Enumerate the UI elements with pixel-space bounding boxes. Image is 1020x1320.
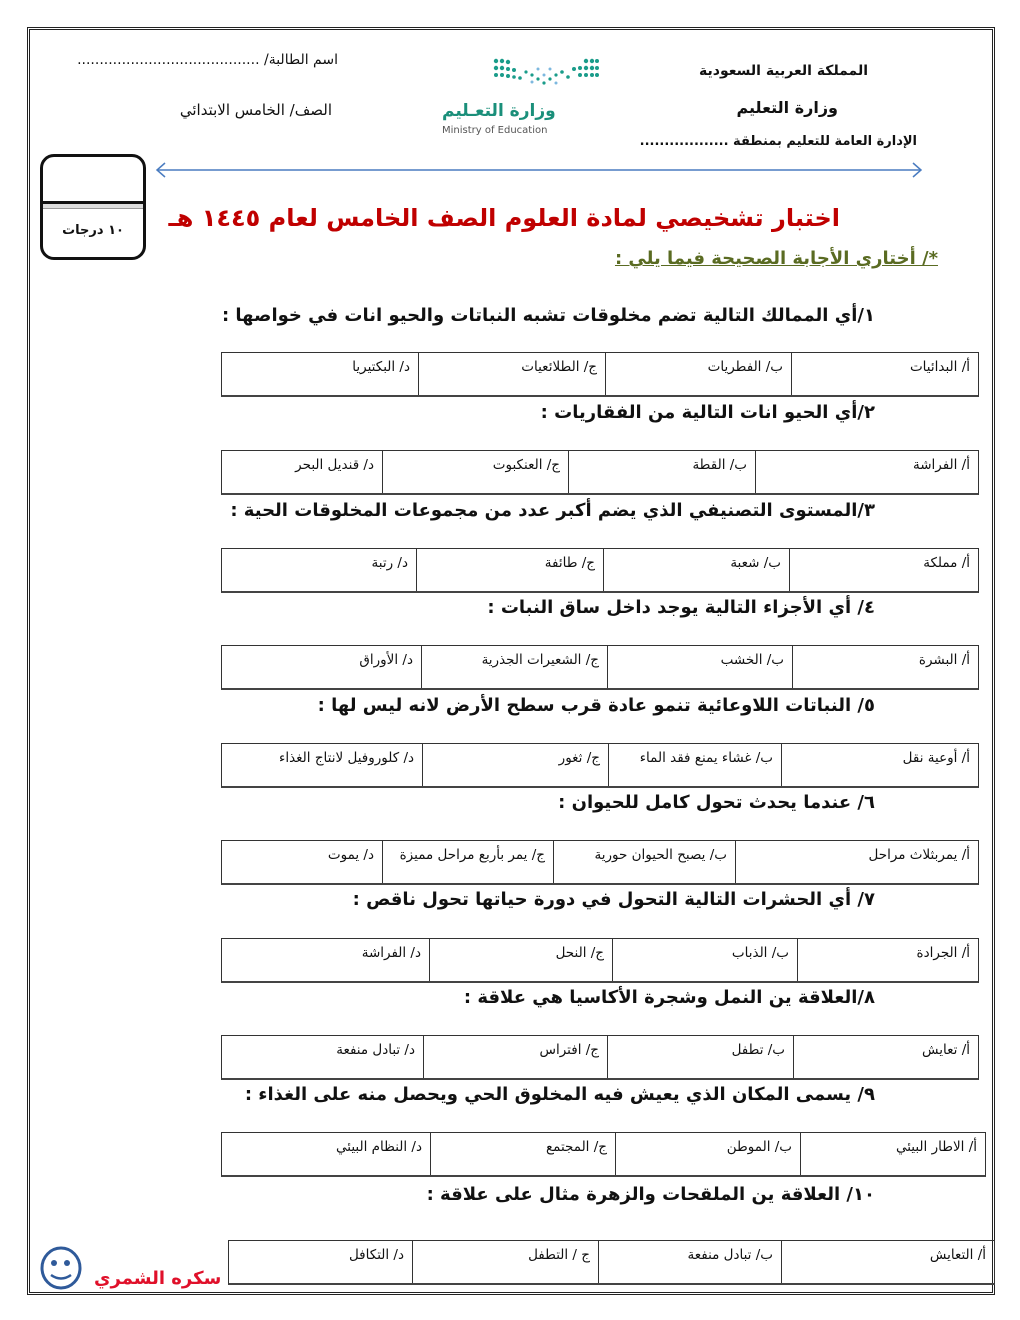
option-c[interactable]: ج/ افتراس bbox=[423, 1036, 607, 1078]
option-d[interactable]: د/ الأوراق bbox=[359, 652, 413, 668]
option-d[interactable]: د/ كلوروفيل لانتاج الغذاء bbox=[278, 750, 414, 766]
option-d[interactable]: د/ رتبة bbox=[371, 555, 408, 571]
option-a[interactable]: أ/ الفراشة bbox=[755, 451, 978, 493]
country-label: المملكة العربية السعودية bbox=[699, 63, 868, 79]
question-3-text: ٣/المستوى التصنيفي الذي يضم أكبر عدد من … bbox=[230, 500, 875, 521]
option-d[interactable]: د/ الفراشة bbox=[361, 945, 421, 961]
ministry-logo-icon bbox=[493, 58, 599, 85]
question-2-text: ٢/أي الحيو انات التالية من الفقاريات : bbox=[540, 402, 875, 423]
option-c[interactable]: ج/ الشعيرات الجذرية bbox=[421, 646, 607, 688]
option-a[interactable]: أ/ التعايش bbox=[781, 1241, 994, 1283]
logo-text-arabic: وزارة التعـليم bbox=[442, 101, 556, 121]
question-6-options: أ/ يمربثلاث مراحل ب/ يصبح الحيوان حورية ج/… bbox=[221, 840, 979, 885]
option-a[interactable]: أ/ الجرادة bbox=[797, 939, 978, 981]
question-10-options: أ/ التعايش ب/ تبادل منفعة ج / التطفل د/ الت… bbox=[228, 1240, 995, 1285]
score-box: ١٠ درجات bbox=[40, 154, 146, 260]
question-5-text: ٥/ النباتات اللاوعائية تنمو عادة قرب سطح… bbox=[317, 695, 875, 716]
option-b[interactable]: ب/ غشاء يمنع فقد الماء bbox=[608, 744, 781, 786]
option-c[interactable]: ج/ ثغور bbox=[422, 744, 608, 786]
option-b[interactable]: ب/ الذباب bbox=[612, 939, 797, 981]
question-1-options: أ/ البدائيات ب/ الفطريات ج/ الطلائعيات د/ ا… bbox=[221, 352, 979, 397]
option-c[interactable]: ج / التطفل bbox=[412, 1241, 598, 1283]
option-b[interactable]: ب/ الخشب bbox=[607, 646, 792, 688]
page-border bbox=[27, 27, 995, 1295]
question-6-text: ٦/ عندما يحدث تحول كامل للحيوان : bbox=[558, 792, 875, 813]
option-d[interactable]: د/ البكتيريا bbox=[352, 359, 410, 375]
option-b[interactable]: ب/ شعبة bbox=[603, 549, 789, 591]
grade-label: الصف/ الخامس الابتدائي bbox=[179, 101, 332, 119]
option-a[interactable]: أ/ مملكة bbox=[789, 549, 978, 591]
score-label: ١٠ درجات bbox=[62, 223, 124, 238]
question-8-text: ٨/العلاقة ين النمل وشجرة الأكاسيا هي علا… bbox=[463, 987, 875, 1008]
question-4-text: ٤/ أي الأجزاء التالية يوجد داخل ساق النب… bbox=[487, 597, 875, 618]
student-name-field[interactable]: اسم الطالبة/ ...........................… bbox=[77, 52, 338, 68]
instruction: */ أختاري الأجابة الصحيحة فيما يلي : bbox=[614, 248, 938, 269]
option-b[interactable]: ب/ يصبح الحيوان حورية bbox=[553, 841, 735, 883]
option-c[interactable]: ج/ المجتمع bbox=[430, 1133, 615, 1175]
smiley-icon bbox=[40, 1246, 82, 1290]
option-b[interactable]: ب/ تطفل bbox=[607, 1036, 793, 1078]
question-10-text: ١٠/ العلاقة ين الملقحات والزهرة مثال على… bbox=[426, 1184, 875, 1205]
option-a[interactable]: أ/ يمربثلاث مراحل bbox=[735, 841, 978, 883]
option-c[interactable]: ج/ العنكبوت bbox=[382, 451, 568, 493]
option-d[interactable]: د/ يموت bbox=[327, 847, 374, 863]
question-1-text: ١/أي الممالك التالية تضم مخلوقات تشبه ال… bbox=[221, 305, 875, 326]
option-a[interactable]: أ/ البدائيات bbox=[791, 353, 978, 395]
option-b[interactable]: ب/ الفطريات bbox=[605, 353, 791, 395]
option-a[interactable]: أ/ البشرة bbox=[792, 646, 978, 688]
option-b[interactable]: ب/ تبادل منفعة bbox=[598, 1241, 781, 1283]
question-4-options: أ/ البشرة ب/ الخشب ج/ الشعيرات الجذرية د/ ا… bbox=[221, 645, 979, 690]
question-3-options: أ/ مملكة ب/ شعبة ج/ طائفة د/ رتبة bbox=[221, 548, 979, 593]
option-c[interactable]: ج/ يمر بأربع مراحل مميزة bbox=[382, 841, 553, 883]
option-b[interactable]: ب/ القطة bbox=[568, 451, 755, 493]
question-7-options: أ/ الجرادة ب/ الذباب ج/ النحل د/ الفراشة bbox=[221, 938, 979, 983]
option-d[interactable]: د/ قنديل البحر bbox=[295, 457, 374, 473]
question-9-text: ٩/ يسمى المكان الذي يعيش فيه المخلوق الح… bbox=[244, 1084, 875, 1105]
option-b[interactable]: ب/ الموطن bbox=[615, 1133, 800, 1175]
exam-title: اختبار تشخيصي لمادة العلوم الصف الخامس ل… bbox=[168, 204, 840, 232]
logo-text-english: Ministry of Education bbox=[442, 125, 548, 136]
option-a[interactable]: أ/ الاطار البيئي bbox=[800, 1133, 985, 1175]
option-c[interactable]: ج/ النحل bbox=[429, 939, 612, 981]
option-d[interactable]: د/ التكافل bbox=[348, 1247, 404, 1263]
double-arrow-divider bbox=[155, 162, 923, 178]
option-d[interactable]: د/ تبادل منفعة bbox=[336, 1042, 415, 1058]
question-2-options: أ/ الفراشة ب/ القطة ج/ العنكبوت د/ قنديل ال… bbox=[221, 450, 979, 495]
option-d[interactable]: د/ النظام البيئي bbox=[336, 1139, 422, 1155]
author-signature: سكره الشمري bbox=[94, 1268, 222, 1289]
question-8-options: أ/ تعايش ب/ تطفل ج/ افتراس د/ تبادل منفعة bbox=[221, 1035, 979, 1080]
option-c[interactable]: ج/ الطلائعيات bbox=[418, 353, 605, 395]
directorate-label: الإدارة العامة للتعليم بمنطقة ..........… bbox=[639, 134, 917, 149]
question-5-options: أ/ أوعية نقل ب/ غشاء يمنع فقد الماء ج/ ثغو… bbox=[221, 743, 979, 788]
option-c[interactable]: ج/ طائفة bbox=[416, 549, 603, 591]
question-7-text: ٧/ أي الحشرات التالية التحول في دورة حيا… bbox=[352, 889, 875, 910]
option-a[interactable]: أ/ تعايش bbox=[793, 1036, 978, 1078]
ministry-label: وزارة التعليم bbox=[736, 98, 838, 117]
option-a[interactable]: أ/ أوعية نقل bbox=[781, 744, 978, 786]
question-9-options: أ/ الاطار البيئي ب/ الموطن ج/ المجتمع د/ ال… bbox=[221, 1132, 986, 1177]
